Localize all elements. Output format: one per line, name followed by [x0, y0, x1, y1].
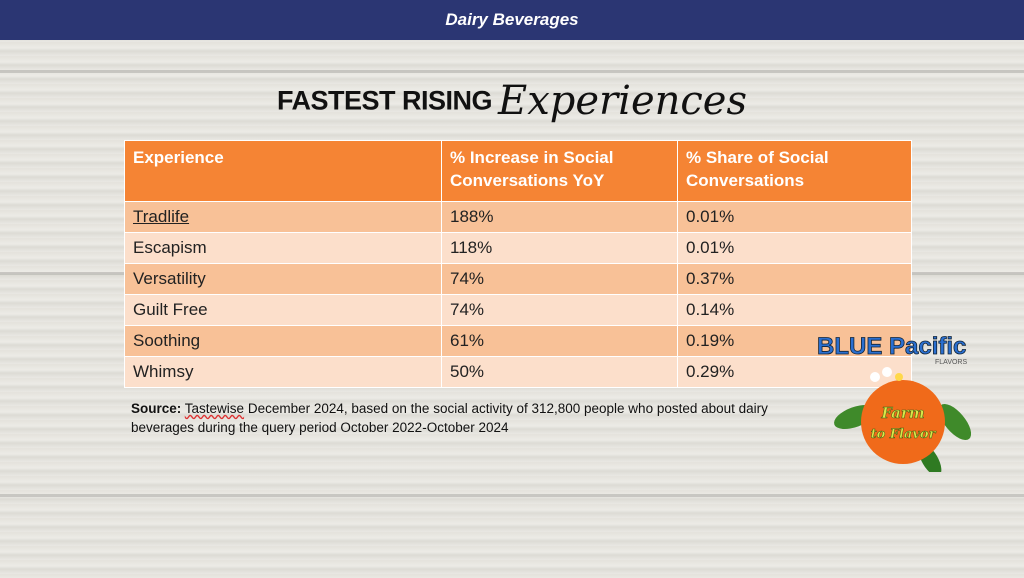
- share-cell: 0.37%: [677, 263, 912, 295]
- share-cell: 0.14%: [677, 294, 912, 326]
- svg-text:Farm: Farm: [880, 404, 924, 422]
- experience-cell: Escapism: [124, 232, 442, 264]
- column-header: % Increase in Social Conversations YoY: [441, 140, 678, 202]
- column-header: % Share of Social Conversations: [677, 140, 912, 202]
- table-row: Escapism 118% 0.01%: [124, 232, 912, 264]
- logo-sub: FLAVORS: [935, 359, 967, 366]
- table-row: Versatility 74% 0.37%: [124, 263, 912, 295]
- title-bold: FASTEST RISING: [276, 85, 493, 116]
- column-header: Experience: [124, 140, 442, 202]
- increase-cell: 74%: [441, 263, 678, 295]
- source-note: Source: Tastewise December 2024, based o…: [131, 399, 831, 437]
- blue-pacific-logo: BLUE Pacific FLAVORS Farm to Flavor: [817, 333, 972, 472]
- source-brand: Tastewise: [184, 401, 245, 416]
- share-cell: 0.01%: [677, 232, 912, 264]
- experience-cell: Guilt Free: [124, 294, 442, 326]
- share-cell: 0.29%: [677, 356, 912, 388]
- table-row: Tradlife 188% 0.01%: [124, 201, 912, 233]
- table-row: Guilt Free 74% 0.14%: [124, 294, 912, 326]
- increase-cell: 188%: [441, 201, 678, 233]
- title-script: Experiences: [498, 78, 747, 124]
- source-text: December 2024, based on the social activ…: [131, 401, 768, 435]
- experience-cell: Tradlife: [124, 201, 442, 233]
- header-bar: Dairy Beverages: [0, 0, 1024, 40]
- table-header-row: Experience % Increase in Social Conversa…: [124, 140, 912, 202]
- logo-brand: BLUE Pacific: [817, 333, 966, 360]
- wood-grain: [0, 494, 1024, 497]
- experiences-table: Experience % Increase in Social Conversa…: [124, 140, 912, 388]
- experience-cell: Whimsy: [124, 356, 442, 388]
- increase-cell: 61%: [441, 325, 678, 357]
- experience-cell: Soothing: [124, 325, 442, 357]
- experience-cell: Versatility: [124, 263, 442, 295]
- table-row: Whimsy 50% 0.29%: [124, 356, 912, 388]
- increase-cell: 50%: [441, 356, 678, 388]
- increase-cell: 118%: [441, 232, 678, 264]
- increase-cell: 74%: [441, 294, 678, 326]
- wood-grain: [0, 70, 1024, 73]
- source-label: Source:: [131, 401, 182, 416]
- table-row: Soothing 61% 0.19%: [124, 325, 912, 357]
- svg-text:to Flavor: to Flavor: [871, 427, 937, 442]
- share-cell: 0.19%: [677, 325, 912, 357]
- slide-title: FASTEST RISING Experiences: [0, 78, 1024, 124]
- share-cell: 0.01%: [677, 201, 912, 233]
